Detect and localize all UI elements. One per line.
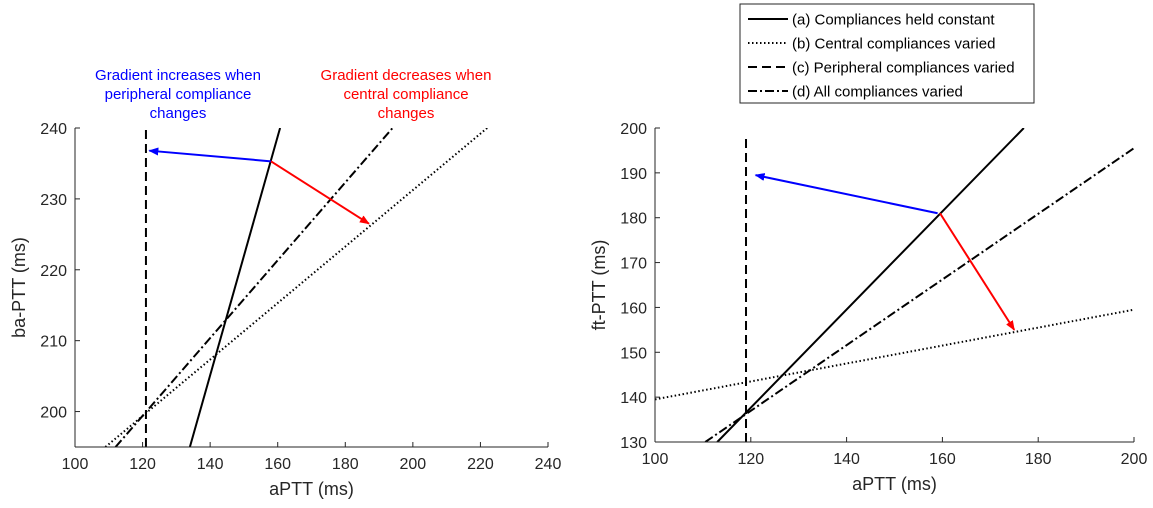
right-series-group bbox=[655, 128, 1134, 442]
right-y-tick-label: 200 bbox=[620, 121, 647, 138]
left-y-tick-label: 220 bbox=[40, 263, 67, 280]
right-x-tick-label: 140 bbox=[833, 451, 860, 468]
right-decrease-arrow bbox=[939, 212, 1016, 331]
right-y-tick-label: 190 bbox=[620, 166, 647, 183]
right-increase-arrow bbox=[754, 173, 938, 215]
left-x-tick-label: 160 bbox=[264, 456, 291, 473]
left-x-tick-label: 100 bbox=[62, 456, 89, 473]
legend-box bbox=[739, 3, 1035, 104]
left-annotations: Gradient increases when peripheral compl… bbox=[95, 67, 491, 122]
right-series-line-dashdot bbox=[704, 147, 1134, 442]
left-y-tick-label: 230 bbox=[40, 192, 67, 209]
right-series-line-dotted bbox=[655, 308, 1134, 401]
left-series-line-dotted bbox=[104, 128, 488, 447]
right-y-tick-label: 160 bbox=[620, 300, 647, 317]
left-series-line-solid bbox=[188, 128, 282, 447]
left-y-tick-label: 240 bbox=[40, 121, 67, 138]
right-y-axis-label: ft-PTT (ms) bbox=[589, 240, 609, 331]
legend-label-b: (b) Central compliances varied bbox=[792, 36, 995, 53]
legend-label-d: (d) All compliances varied bbox=[792, 84, 963, 101]
left-chart: 100 120 140 160 180 200 220 240 200 210 220 230 240 a… bbox=[9, 67, 561, 499]
left-y-axis-label: ba-PTT (ms) bbox=[9, 237, 29, 338]
left-axes: 100 120 140 160 180 200 220 240 200 210 220 230 240 a… bbox=[9, 121, 561, 499]
left-x-tick-label: 220 bbox=[467, 456, 494, 473]
right-plot-area bbox=[655, 128, 1134, 442]
right-x-axis-label: aPTT (ms) bbox=[852, 474, 937, 494]
right-chart: 100 120 140 160 180 200 130 140 150 160 170 180 190 2… bbox=[589, 121, 1147, 494]
right-axes: 100 120 140 160 180 200 130 140 150 160 170 180 190 2… bbox=[589, 121, 1147, 494]
right-x-tick-label: 120 bbox=[737, 451, 764, 468]
left-x-axis-label: aPTT (ms) bbox=[269, 479, 354, 499]
left-x-tick-label: 140 bbox=[197, 456, 224, 473]
right-y-tick-label: 130 bbox=[620, 435, 647, 452]
decrease-annotation-line-3: changes bbox=[378, 105, 435, 122]
right-x-tick-label: 100 bbox=[642, 451, 669, 468]
left-series-line-dashdot bbox=[114, 128, 394, 447]
increase-annotation-line-1: Gradient increases when bbox=[95, 67, 261, 84]
legend-label-c: (c) Peripheral compliances varied bbox=[792, 60, 1015, 77]
increase-annotation-line-2: peripheral compliance bbox=[105, 86, 252, 103]
legend-label-a: (a) Compliances held constant bbox=[792, 12, 995, 29]
right-x-tick-label: 200 bbox=[1121, 451, 1148, 468]
left-y-tick-label: 200 bbox=[40, 405, 67, 422]
left-x-tick-label: 240 bbox=[535, 456, 562, 473]
right-y-tick-label: 150 bbox=[620, 345, 647, 362]
right-series-line-solid bbox=[716, 128, 1025, 442]
right-x-tick-label: 180 bbox=[1025, 451, 1052, 468]
legend: (a) Compliances held constant (b) Centra… bbox=[739, 3, 1035, 104]
decrease-annotation-line-2: central compliance bbox=[343, 86, 468, 103]
left-increase-arrow bbox=[148, 147, 272, 163]
left-x-tick-label: 120 bbox=[129, 456, 156, 473]
right-y-tick-label: 170 bbox=[620, 256, 647, 273]
left-decrease-arrow bbox=[270, 160, 370, 225]
right-x-tick-label: 160 bbox=[929, 451, 956, 468]
left-y-tick-label: 210 bbox=[40, 334, 67, 351]
increase-annotation-line-3: changes bbox=[150, 105, 207, 122]
right-y-tick-label: 140 bbox=[620, 390, 647, 407]
decrease-annotation-line-1: Gradient decreases when bbox=[321, 67, 492, 84]
right-y-tick-label: 180 bbox=[620, 211, 647, 228]
left-x-tick-label: 180 bbox=[332, 456, 359, 473]
left-series-group bbox=[104, 128, 488, 447]
left-plot-area bbox=[104, 128, 488, 447]
left-x-tick-label: 200 bbox=[400, 456, 427, 473]
